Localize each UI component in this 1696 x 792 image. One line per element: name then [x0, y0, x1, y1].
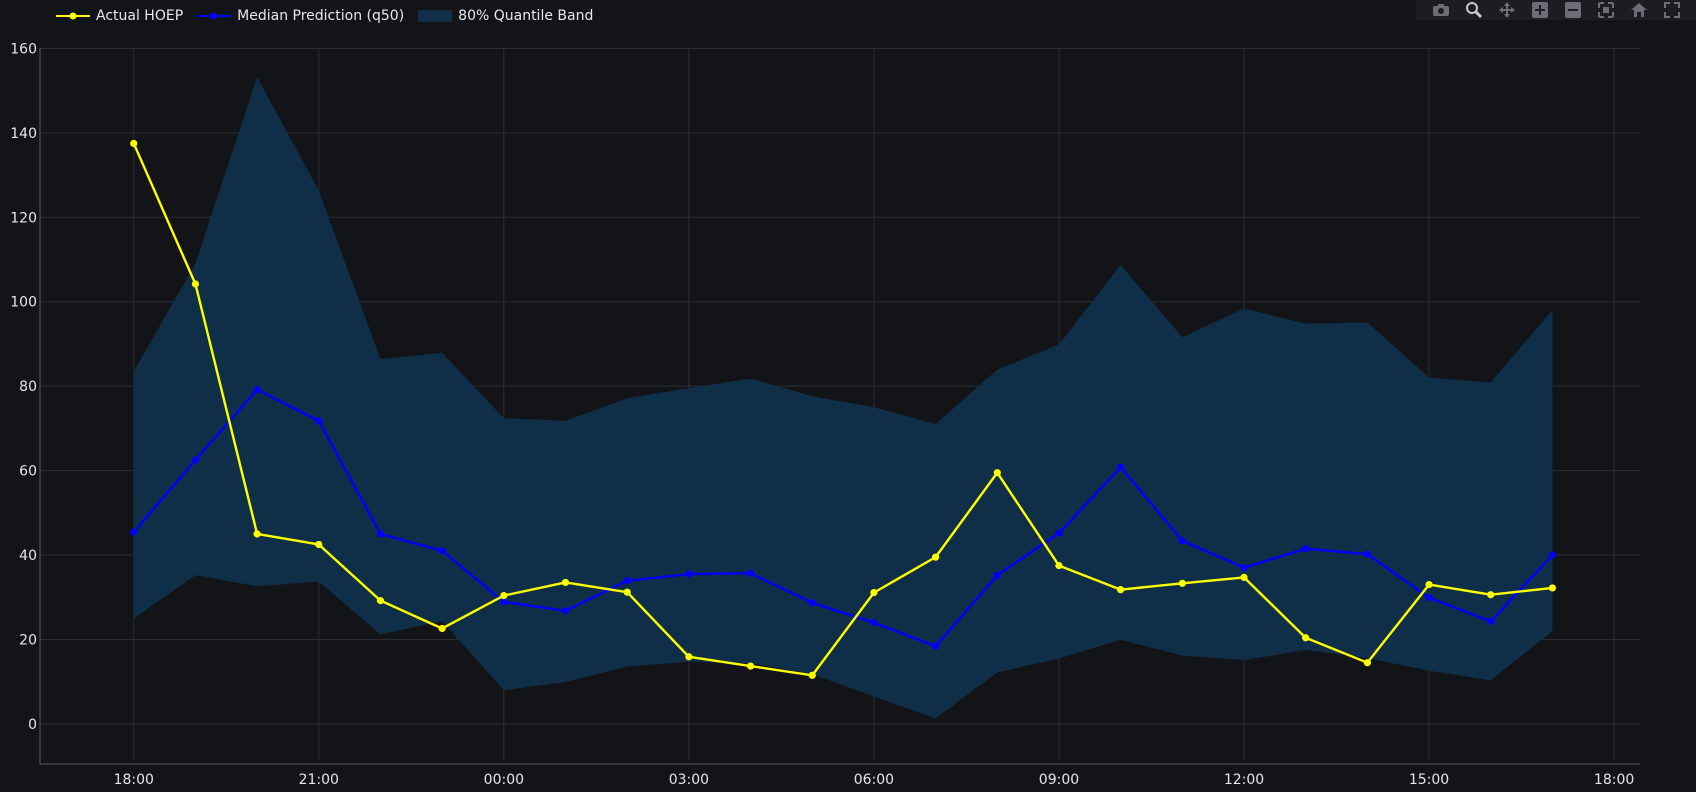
x-tick-label: 18:00: [114, 772, 154, 788]
median-series-point[interactable]: [1240, 564, 1248, 572]
median-series-point[interactable]: [870, 618, 878, 627]
actual-series-point[interactable]: [500, 591, 508, 600]
home-icon[interactable]: [1629, 1, 1649, 19]
x-tick-label: 12:00: [1224, 772, 1264, 788]
x-tick-label: 18:00: [1594, 772, 1634, 788]
y-tick-label: 60: [19, 464, 37, 480]
median-series-line[interactable]: [132, 388, 1554, 648]
pan-icon[interactable]: [1497, 1, 1517, 19]
legend-item-actual[interactable]: Actual HOEP: [56, 8, 183, 24]
legend-item-band[interactable]: 80% Quantile Band: [418, 8, 593, 24]
fullscreen-icon[interactable]: [1662, 1, 1682, 19]
y-tick-label: 40: [19, 548, 37, 564]
x-tick-label: 00:00: [484, 772, 524, 788]
median-series-point[interactable]: [315, 417, 323, 425]
actual-series-point[interactable]: [561, 578, 570, 587]
actual-series-point[interactable]: [870, 589, 878, 597]
actual-series-point[interactable]: [623, 588, 631, 596]
y-tick-label: 160: [10, 41, 37, 57]
legend-item-median[interactable]: Median Prediction (q50): [197, 8, 404, 24]
actual-series-point[interactable]: [1425, 580, 1433, 589]
median-series-point[interactable]: [932, 642, 940, 650]
actual-series-point[interactable]: [1548, 584, 1557, 592]
y-tick-label: 120: [10, 210, 37, 226]
y-tick-label: 80: [19, 379, 37, 395]
x-tick-label: 09:00: [1039, 772, 1079, 788]
actual-series-point[interactable]: [1240, 573, 1248, 582]
legend-label-median: Median Prediction (q50): [237, 8, 405, 24]
median-series-point[interactable]: [191, 456, 200, 464]
median-series-point[interactable]: [438, 547, 446, 555]
x-tick-label: 03:00: [669, 772, 709, 788]
actual-series-point[interactable]: [1487, 591, 1495, 599]
median-series-point[interactable]: [253, 385, 261, 394]
actual-series-point[interactable]: [1363, 659, 1371, 667]
autoscale-icon[interactable]: [1596, 1, 1616, 19]
zoom-icon[interactable]: [1464, 1, 1484, 19]
actual-series-line[interactable]: [132, 142, 1553, 677]
legend-swatch-actual: [56, 12, 90, 20]
actual-series-point[interactable]: [376, 597, 385, 605]
median-series-point[interactable]: [500, 598, 508, 606]
y-tick-label: 140: [10, 126, 37, 142]
actual-series-point[interactable]: [1302, 634, 1310, 642]
actual-series-point[interactable]: [808, 671, 816, 679]
median-series-point[interactable]: [376, 530, 385, 538]
median-series-point[interactable]: [1548, 551, 1557, 559]
median-series-point[interactable]: [1055, 529, 1063, 537]
median-series-point[interactable]: [1117, 463, 1125, 471]
median-series-point[interactable]: [561, 607, 570, 615]
quantile-band-area[interactable]: [133, 77, 1553, 719]
median-series-point[interactable]: [1425, 594, 1433, 602]
actual-series-point[interactable]: [1055, 561, 1063, 570]
y-tick-label: 0: [28, 717, 37, 733]
y-tick-label: 100: [10, 295, 37, 311]
actual-series-point[interactable]: [438, 624, 446, 633]
actual-series-point[interactable]: [932, 553, 940, 561]
actual-series-point[interactable]: [191, 280, 200, 288]
actual-series-point[interactable]: [685, 653, 693, 661]
median-series-point[interactable]: [808, 599, 816, 607]
median-series-point[interactable]: [746, 569, 755, 577]
actual-series-point[interactable]: [253, 530, 261, 538]
median-series-point[interactable]: [685, 570, 693, 578]
median-series-point[interactable]: [623, 577, 631, 585]
actual-series-point[interactable]: [746, 662, 755, 670]
camera-icon[interactable]: [1431, 1, 1451, 19]
x-tick-label: 06:00: [854, 772, 894, 788]
zoom-in-icon[interactable]: [1530, 1, 1550, 19]
x-tick-label: 21:00: [299, 772, 339, 788]
y-tick-label: 20: [19, 632, 37, 648]
median-series-point[interactable]: [1178, 537, 1186, 545]
legend-swatch-band: [418, 10, 453, 22]
median-series-point[interactable]: [1363, 550, 1371, 558]
legend-swatch-median: [197, 12, 232, 20]
legend-label-actual: Actual HOEP: [96, 8, 184, 24]
legend-label-band: 80% Quantile Band: [458, 8, 594, 24]
chart-legend: Actual HOEP Median Prediction (q50) 80% …: [56, 8, 607, 24]
median-series-point[interactable]: [1302, 545, 1310, 553]
modebar: [1416, 0, 1696, 20]
actual-series-point[interactable]: [315, 540, 323, 549]
median-series-point[interactable]: [130, 528, 138, 536]
actual-series-point[interactable]: [1178, 579, 1186, 587]
zoom-out-icon[interactable]: [1563, 1, 1583, 19]
median-series-point[interactable]: [993, 571, 1001, 579]
x-tick-label: 15:00: [1409, 772, 1449, 788]
actual-series-point[interactable]: [130, 139, 138, 148]
actual-series-point[interactable]: [993, 469, 1001, 477]
median-series-point[interactable]: [1487, 617, 1495, 625]
actual-series-point[interactable]: [1117, 586, 1125, 594]
